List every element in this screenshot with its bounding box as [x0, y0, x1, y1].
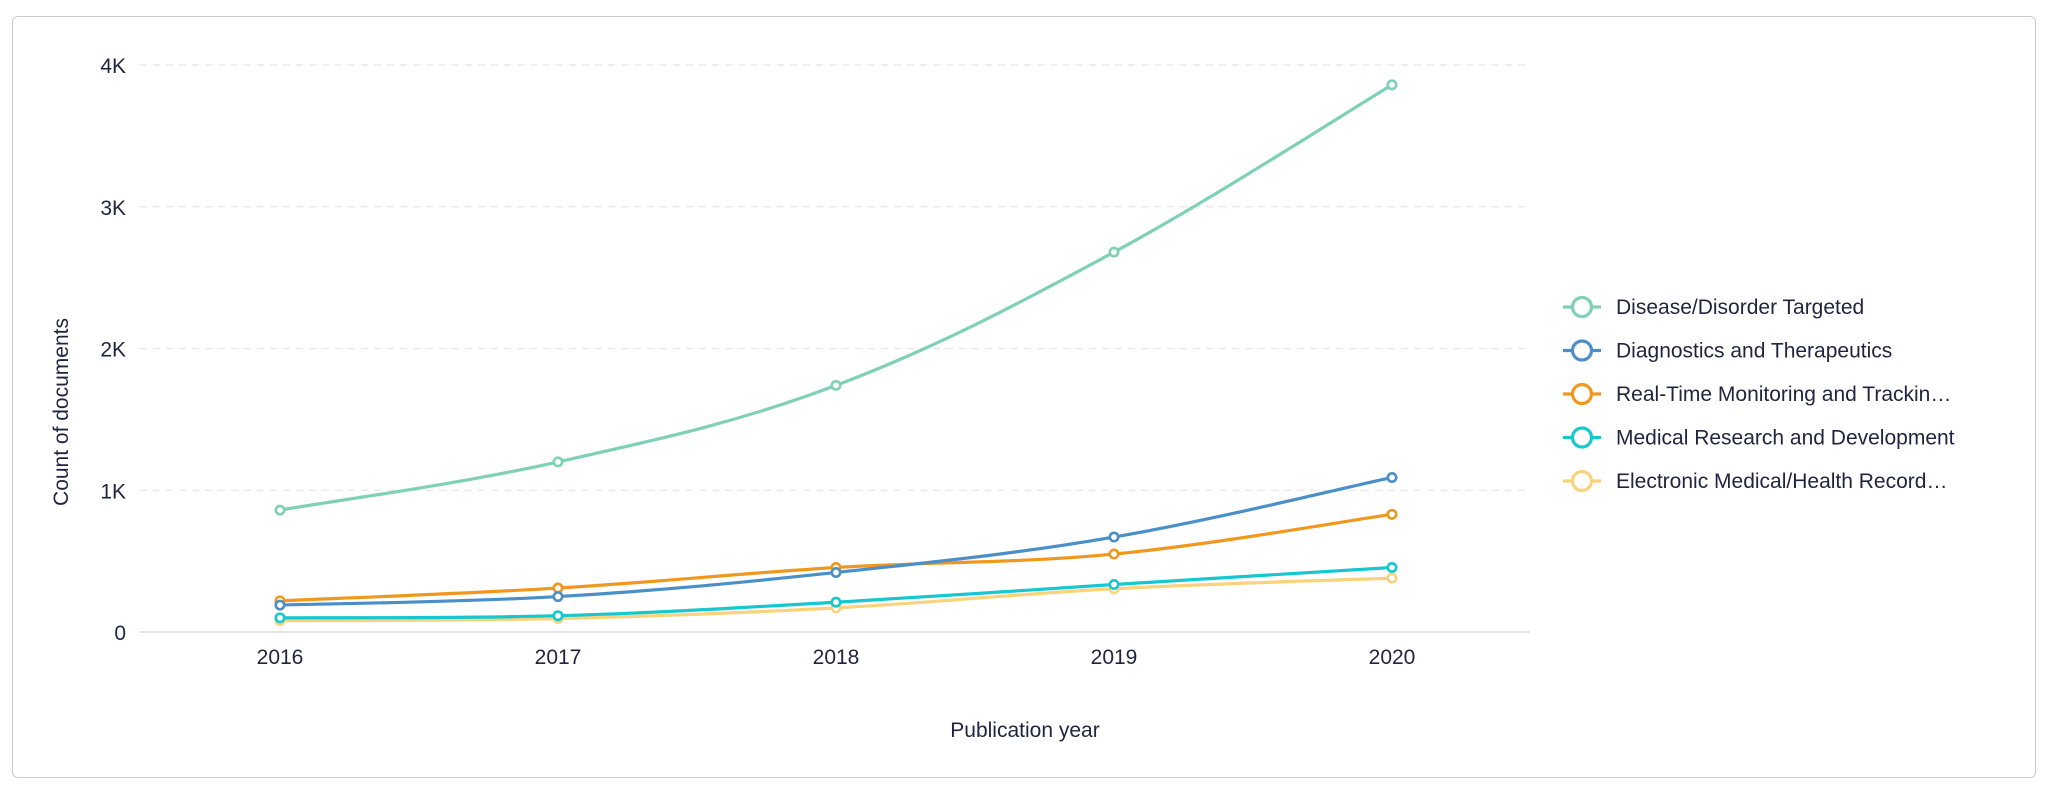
data-point[interactable]	[552, 610, 564, 622]
x-tick-label: 2019	[1091, 646, 1138, 669]
x-tick-label: 2016	[257, 646, 304, 669]
legend: Disease/Disorder Targeted Diagnostics and…	[1563, 295, 1955, 493]
series-line	[278, 83, 1394, 512]
data-point[interactable]	[1108, 246, 1120, 258]
data-point[interactable]	[1108, 548, 1120, 560]
legend-label: Diagnostics and Therapeutics	[1616, 340, 1892, 363]
legend-item[interactable]: Electronic Medical/Health Record…	[1563, 469, 1947, 493]
data-point[interactable]	[552, 582, 564, 594]
data-point[interactable]	[274, 612, 286, 624]
y-tick-label: 1K	[100, 480, 126, 503]
data-point[interactable]	[1386, 572, 1398, 584]
y-axis-ticks: 0 1K 2K 3K 4K	[100, 55, 126, 645]
x-tick-label: 2017	[535, 646, 582, 669]
legend-label: Electronic Medical/Health Record…	[1616, 470, 1947, 493]
legend-circle-icon	[1570, 469, 1594, 493]
data-point[interactable]	[274, 504, 286, 516]
legend-item[interactable]: Medical Research and Development	[1563, 426, 1955, 450]
data-point[interactable]	[830, 379, 842, 391]
data-point[interactable]	[1386, 79, 1398, 91]
x-axis-title: Publication year	[950, 719, 1099, 742]
legend-label: Medical Research and Development	[1616, 427, 1955, 450]
x-tick-label: 2018	[813, 646, 860, 669]
chart-card	[12, 16, 2036, 778]
y-tick-label: 0	[114, 622, 126, 645]
y-axis-title: Count of documents	[50, 318, 73, 506]
data-point[interactable]	[1386, 508, 1398, 520]
series-line	[278, 512, 1394, 603]
legend-label: Disease/Disorder Targeted	[1616, 296, 1864, 319]
series-0	[274, 79, 1398, 516]
data-point[interactable]	[552, 591, 564, 603]
x-tick-label: 2020	[1369, 646, 1416, 669]
series-lines	[274, 79, 1398, 627]
legend-circle-icon	[1570, 426, 1594, 449]
x-axis-ticks: 2016 2017 2018 2019 2020	[257, 646, 1416, 669]
data-point[interactable]	[1386, 562, 1398, 574]
data-point[interactable]	[1108, 531, 1120, 543]
series-3	[274, 562, 1398, 624]
y-tick-label: 4K	[100, 55, 126, 78]
data-point[interactable]	[274, 599, 286, 611]
series-1	[274, 471, 1398, 611]
grid-lines	[140, 64, 1530, 633]
legend-circle-icon	[1570, 339, 1594, 362]
legend-item[interactable]: Disease/Disorder Targeted	[1563, 295, 1864, 319]
legend-circle-icon	[1570, 382, 1594, 406]
y-tick-label: 2K	[100, 339, 126, 362]
legend-circle-icon	[1570, 295, 1594, 319]
y-tick-label: 3K	[100, 197, 126, 220]
data-point[interactable]	[552, 456, 564, 468]
legend-item[interactable]: Real-Time Monitoring and Trackin…	[1563, 382, 1951, 406]
data-point[interactable]	[1108, 579, 1120, 591]
data-point[interactable]	[1386, 471, 1398, 483]
legend-label: Real-Time Monitoring and Trackin…	[1616, 383, 1951, 406]
data-point[interactable]	[830, 566, 842, 578]
series-2	[274, 508, 1398, 607]
legend-item[interactable]: Diagnostics and Therapeutics	[1563, 339, 1892, 363]
data-point[interactable]	[830, 596, 842, 608]
